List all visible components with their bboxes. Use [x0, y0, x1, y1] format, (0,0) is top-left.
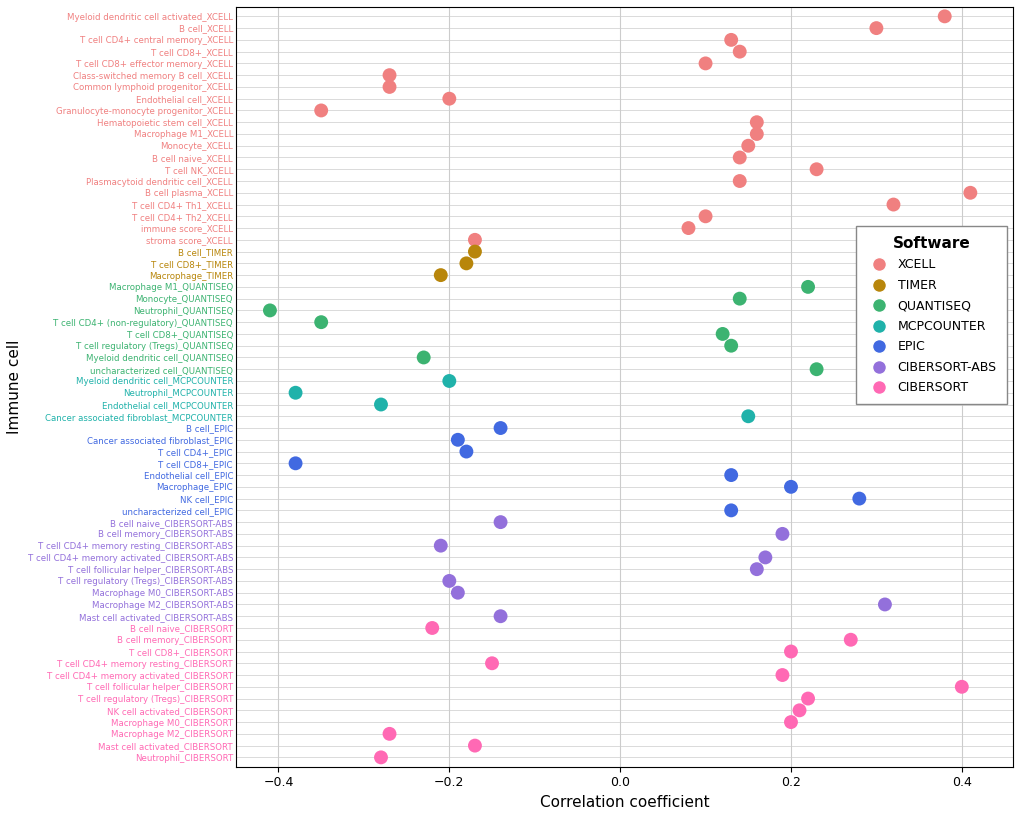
Y-axis label: Immune cell: Immune cell	[7, 340, 22, 434]
Point	[748, 127, 764, 141]
Point	[953, 681, 969, 694]
Point	[483, 657, 499, 670]
Point	[424, 622, 440, 635]
Point	[713, 328, 730, 341]
Point	[884, 198, 901, 211]
Point	[748, 116, 764, 129]
Point	[731, 151, 747, 164]
Point	[722, 504, 739, 517]
Point	[867, 21, 883, 34]
Point	[808, 163, 824, 176]
Point	[467, 739, 483, 752]
Point	[850, 492, 866, 505]
Point	[441, 92, 458, 105]
Point	[449, 586, 466, 599]
Point	[381, 727, 397, 740]
Point	[680, 221, 696, 234]
Point	[492, 516, 508, 529]
Point	[458, 445, 474, 458]
Point	[432, 539, 448, 552]
Point	[458, 257, 474, 270]
Point	[876, 598, 893, 611]
Point	[740, 410, 756, 423]
Point	[773, 668, 790, 681]
X-axis label: Correlation coefficient: Correlation coefficient	[539, 795, 708, 810]
Point	[381, 80, 397, 93]
Point	[467, 234, 483, 247]
Point	[799, 280, 815, 293]
Point	[808, 363, 824, 376]
Point	[722, 33, 739, 47]
Point	[782, 480, 798, 493]
Point	[722, 339, 739, 352]
Point	[287, 386, 304, 400]
Point	[782, 716, 798, 729]
Point	[697, 57, 713, 70]
Point	[748, 563, 764, 576]
Point	[492, 609, 508, 623]
Point	[799, 692, 815, 705]
Point	[935, 10, 952, 23]
Point	[961, 186, 977, 199]
Point	[432, 269, 448, 282]
Point	[773, 527, 790, 540]
Point	[791, 703, 807, 717]
Point	[441, 374, 458, 387]
Point	[731, 175, 747, 188]
Point	[441, 574, 458, 587]
Point	[415, 351, 431, 364]
Point	[731, 45, 747, 58]
Point	[782, 645, 798, 658]
Point	[262, 304, 278, 317]
Point	[287, 457, 304, 470]
Point	[697, 210, 713, 223]
Point	[842, 633, 858, 646]
Point	[756, 551, 772, 564]
Point	[492, 422, 508, 435]
Point	[731, 292, 747, 306]
Point	[313, 315, 329, 328]
Legend: XCELL, TIMER, QUANTISEQ, MCPCOUNTER, EPIC, CIBERSORT-ABS, CIBERSORT: XCELL, TIMER, QUANTISEQ, MCPCOUNTER, EPI…	[856, 226, 1006, 404]
Point	[467, 245, 483, 258]
Point	[373, 751, 389, 764]
Point	[722, 468, 739, 481]
Point	[313, 104, 329, 117]
Point	[373, 398, 389, 411]
Point	[381, 69, 397, 82]
Point	[740, 139, 756, 152]
Point	[449, 433, 466, 446]
